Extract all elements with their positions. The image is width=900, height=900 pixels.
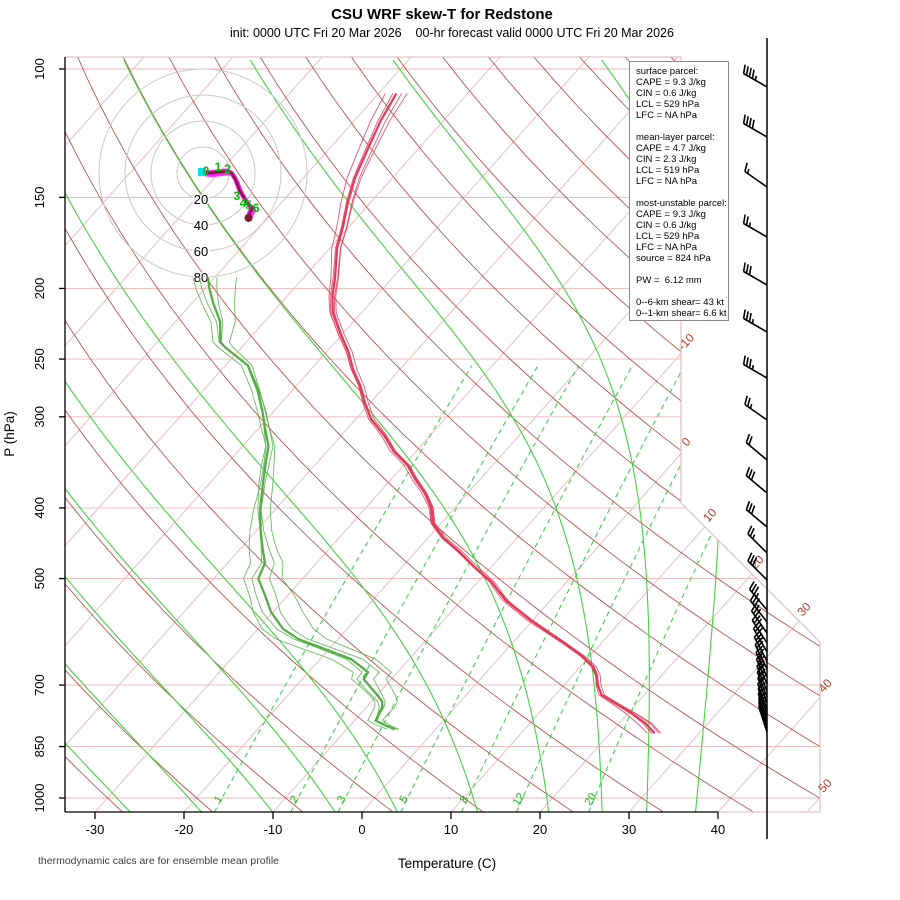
- y-axis-title: P (hPa): [2, 411, 17, 457]
- isotherm-label: 40: [815, 676, 835, 696]
- wind-barbs: [742, 38, 768, 839]
- pressure-tick-label: 250: [32, 348, 47, 370]
- hodograph-height-label: 2: [224, 162, 231, 176]
- hodograph-ring-label: 20: [194, 192, 208, 207]
- temperature-tick-label: 10: [444, 822, 458, 837]
- mixing-ratio-label: 3: [335, 794, 348, 806]
- stats-panel: surface parcel: CAPE = 9.3 J/kg CIN = 0.…: [629, 61, 729, 321]
- wind-barb: [744, 162, 768, 188]
- wind-barb: [747, 552, 768, 581]
- hodograph-ring: [150, 120, 256, 226]
- wind-barb: [742, 64, 768, 88]
- pressure-tick-label: 400: [32, 497, 47, 519]
- pressure-tick-label: 200: [32, 278, 47, 300]
- temperature-tick-label: 20: [533, 822, 547, 837]
- pressure-tick-label: 700: [32, 674, 47, 696]
- hodograph-ring: [124, 94, 282, 252]
- mixing-ratio-label: 5: [397, 794, 410, 806]
- pressure-gridlines: [65, 68, 820, 799]
- hodograph-ring: [98, 68, 308, 278]
- temperature-tick-label: -30: [86, 822, 105, 837]
- pressure-tick-label: 100: [32, 58, 47, 80]
- hodograph-height-label: 6: [253, 201, 260, 215]
- dewpoint-curve: [206, 277, 396, 731]
- mixing-ratio-label: 8: [458, 794, 471, 806]
- hodograph-start-marker: [197, 167, 206, 176]
- isotherm-label: 10: [700, 505, 720, 525]
- wind-barb: [755, 645, 768, 678]
- dewpoint-member: [228, 277, 400, 730]
- page-title: CSU WRF skew-T for Redstone: [331, 6, 553, 23]
- pressure-tick-label: 150: [32, 187, 47, 209]
- wind-barb: [745, 500, 768, 528]
- temperature-tick-label: 30: [622, 822, 636, 837]
- hodograph-height-label: 4: [240, 196, 247, 210]
- hodograph-height-label: 1: [215, 160, 222, 174]
- mixing-ratio-label: 1: [212, 794, 225, 806]
- temperature-tick-label: 40: [711, 822, 725, 837]
- moist-adiabat-lines: [65, 59, 722, 812]
- wind-barb: [757, 696, 768, 729]
- isotherm-label: 50: [815, 776, 835, 796]
- wind-barb: [742, 114, 768, 138]
- wind-barb: [745, 466, 768, 494]
- temperature-tick-label: -20: [175, 822, 194, 837]
- isotherm-label: 30: [794, 599, 814, 619]
- hodograph-ring-label: 80: [194, 270, 208, 285]
- pressure-tick-label: 850: [32, 736, 47, 758]
- sounding-profiles: [192, 92, 662, 734]
- pressure-tick-label: 500: [32, 568, 47, 590]
- mixing-ratio-label: 12: [511, 791, 528, 808]
- mixing-ratio-labels: 1 2 3 5 8 12 20: [212, 791, 599, 808]
- wind-barb: [744, 395, 768, 421]
- mixing-ratio-lines: [213, 365, 793, 812]
- dewpoint-member: [192, 277, 388, 730]
- mixing-ratio-label: 2: [288, 794, 301, 806]
- hodograph-end-dot: [244, 213, 253, 222]
- hodograph-height-label: 3: [233, 189, 240, 203]
- hodograph-height-label: 0: [203, 164, 210, 178]
- wind-barb: [745, 433, 768, 461]
- wind-barb: [757, 692, 768, 725]
- hodograph: 20 40 60 80 0 1 23 45 6: [98, 68, 308, 287]
- mixing-ratio-label: 20: [582, 791, 599, 808]
- temperature-curve: [331, 92, 656, 734]
- temperature-tick-label: 0: [358, 822, 365, 837]
- pressure-tick-label: 1000: [32, 784, 47, 813]
- wind-barb: [757, 700, 768, 733]
- hodograph-ring-label: 60: [194, 244, 208, 259]
- wind-barb: [742, 214, 768, 238]
- page-subtitle: init: 0000 UTC Fri 20 Mar 2026 00-hr for…: [230, 26, 674, 40]
- temperature-member: [328, 93, 648, 734]
- footer-note: thermodynamic calcs are for ensemble mea…: [38, 855, 280, 867]
- temperature-tick-label: -10: [264, 822, 283, 837]
- wind-barb: [742, 355, 768, 379]
- temperature-member: [329, 93, 652, 734]
- pressure-tick-label: 300: [32, 406, 47, 428]
- hodograph-height-label: 5: [245, 198, 252, 212]
- wind-barb: [742, 309, 768, 333]
- wind-barb: [742, 262, 768, 286]
- wind-barb: [747, 525, 768, 554]
- hodograph-trace-core: [201, 169, 254, 219]
- hodograph-ring-label: 40: [194, 218, 208, 233]
- x-axis-title: Temperature (C): [398, 856, 496, 871]
